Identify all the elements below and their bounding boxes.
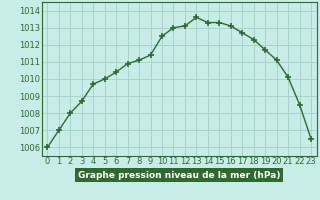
X-axis label: Graphe pression niveau de la mer (hPa): Graphe pression niveau de la mer (hPa) xyxy=(78,171,280,180)
